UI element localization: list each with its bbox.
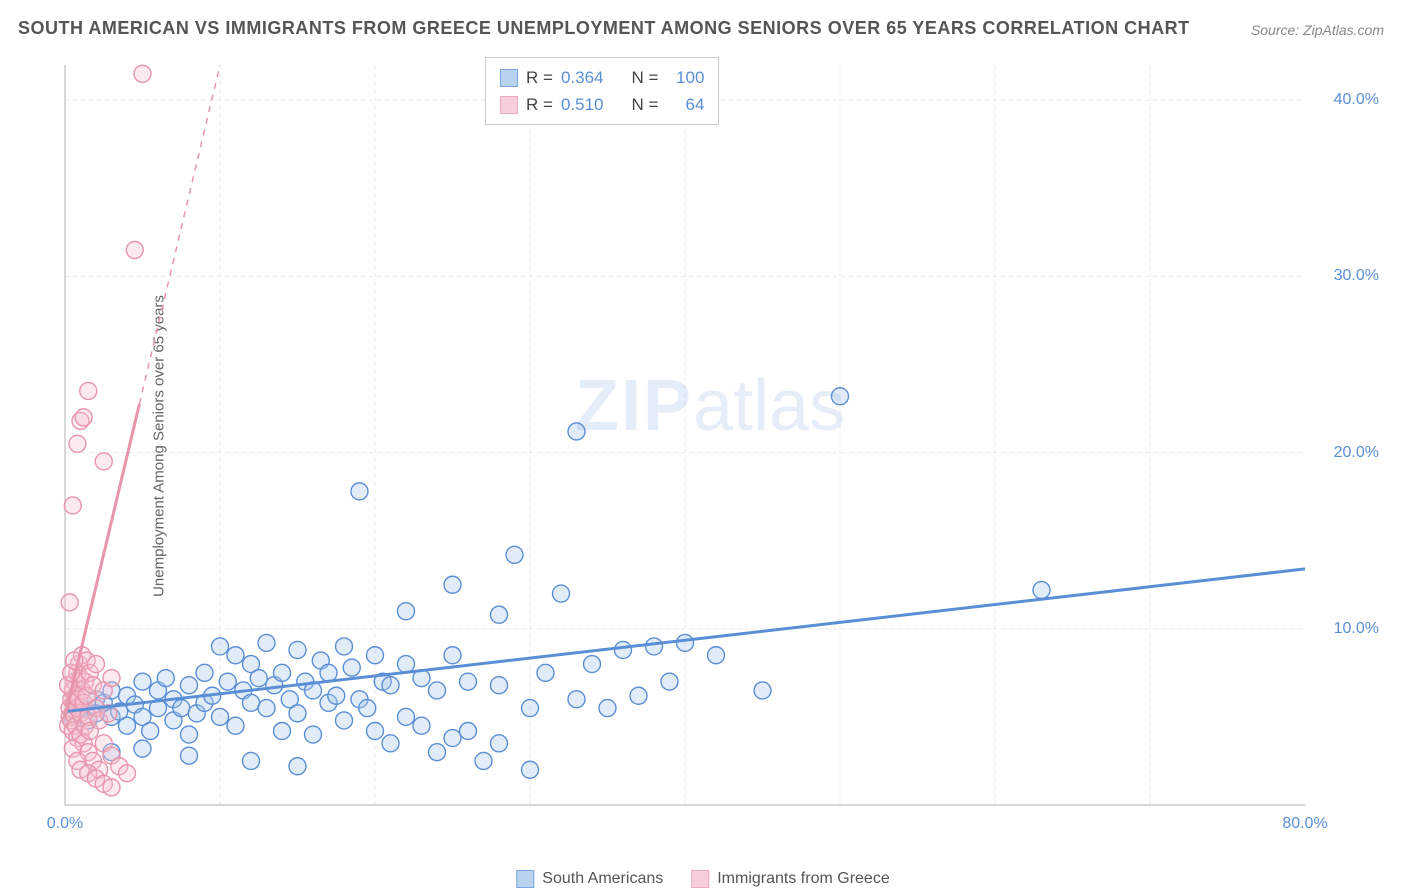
chart-container: SOUTH AMERICAN VS IMMIGRANTS FROM GREECE…: [0, 0, 1406, 892]
n-label: N =: [631, 64, 658, 91]
y-tick-label: 10.0%: [1319, 620, 1379, 638]
source-attribution: Source: ZipAtlas.com: [1251, 22, 1384, 38]
legend-label: Immigrants from Greece: [717, 870, 889, 888]
x-tick-label: 0.0%: [47, 815, 83, 833]
y-tick-label: 40.0%: [1319, 91, 1379, 109]
legend-swatch: [500, 69, 518, 87]
n-label: N =: [631, 91, 658, 118]
chart-title: SOUTH AMERICAN VS IMMIGRANTS FROM GREECE…: [18, 18, 1190, 39]
plot-area: ZIPatlas R =0.364N =100R =0.510N =64 10.…: [55, 55, 1385, 845]
stats-row: R = 0.510 N = 64: [500, 91, 704, 118]
bottom-legend: South Americans Immigrants from Greece: [516, 870, 889, 888]
scatter-svg: [55, 55, 1385, 845]
r-value: 0.510: [561, 91, 604, 118]
y-tick-label: 20.0%: [1319, 444, 1379, 462]
legend-item: South Americans: [516, 870, 663, 888]
legend-item: Immigrants from Greece: [691, 870, 889, 888]
y-tick-label: 30.0%: [1319, 267, 1379, 285]
x-tick-label: 80.0%: [1282, 815, 1327, 833]
n-value: 100: [666, 64, 704, 91]
legend-swatch: [691, 870, 709, 888]
legend-swatch: [500, 96, 518, 114]
legend-label: South Americans: [542, 870, 663, 888]
stats-row: R = 0.364 N = 100: [500, 64, 704, 91]
n-value: 64: [666, 91, 704, 118]
r-value: 0.364: [561, 64, 604, 91]
r-label: R =: [526, 64, 553, 91]
legend-swatch: [516, 870, 534, 888]
stats-box: R = 0.364 N = 100 R = 0.510 N = 64: [485, 57, 719, 125]
r-label: R =: [526, 91, 553, 118]
